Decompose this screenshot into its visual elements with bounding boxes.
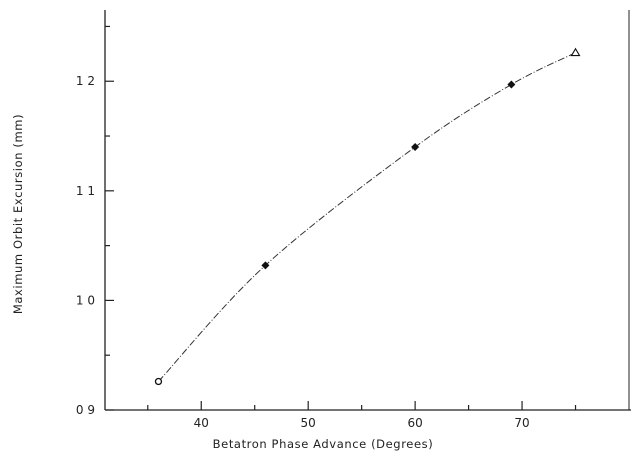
- data-point: [154, 377, 163, 386]
- data-point: [507, 80, 516, 89]
- x-tick-label: 40: [194, 416, 209, 430]
- data-point: [411, 142, 420, 151]
- data-point: [261, 261, 270, 270]
- x-axis-ticks: 40 50 60 70: [147, 401, 577, 430]
- y-tick-label: 1 0: [76, 293, 95, 307]
- plot-frame: [104, 10, 631, 411]
- x-axis-title: Betatron Phase Advance (Degrees): [213, 437, 434, 451]
- y-tick-label: 1 1: [76, 184, 95, 198]
- series-line: [158, 52, 576, 382]
- y-tick-label: 1 2: [76, 74, 95, 88]
- data-markers: [154, 47, 581, 386]
- data-series: [158, 52, 576, 382]
- x-tick-label: 50: [301, 416, 316, 430]
- y-axis-title: Maximum Orbit Excursion (mm): [11, 114, 25, 314]
- x-tick-label: 60: [407, 416, 422, 430]
- y-tick-label: 0 9: [76, 403, 95, 417]
- data-point: [570, 47, 581, 57]
- x-tick-label: 70: [514, 416, 529, 430]
- y-axis-ticks: 0 9 1 0 1 1 1 2: [76, 25, 114, 417]
